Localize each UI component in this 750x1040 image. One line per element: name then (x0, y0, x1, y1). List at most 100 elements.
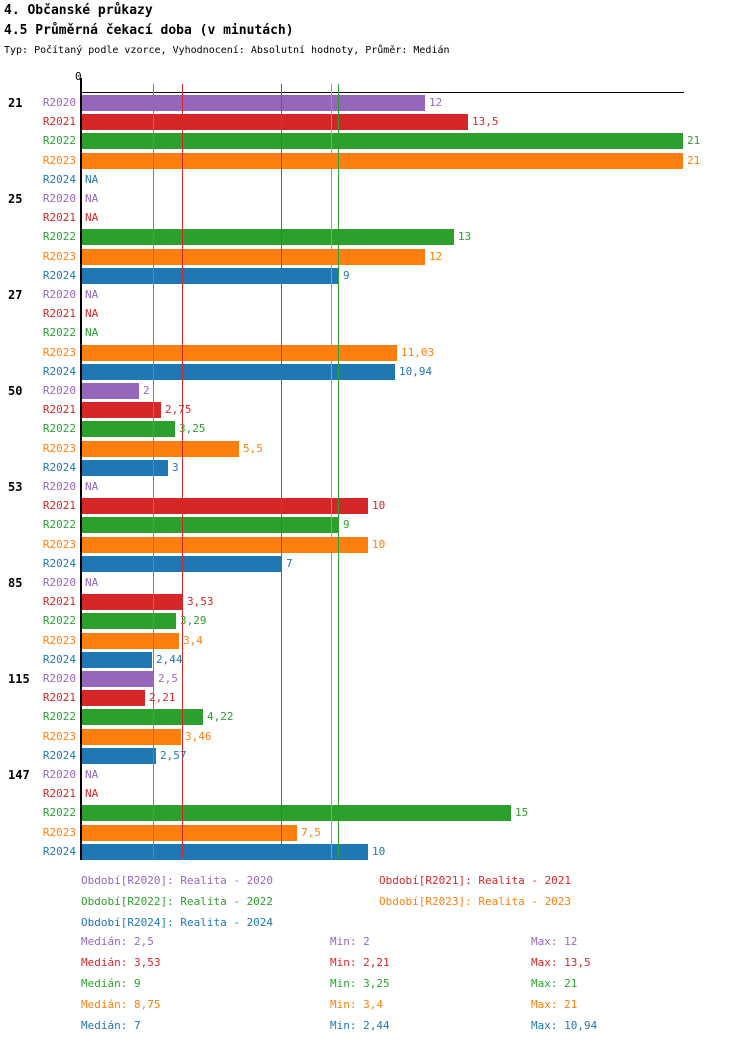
na-label: NA (85, 768, 99, 781)
bar-r2022 (82, 517, 339, 533)
year-label-r2023: R2023 (42, 250, 76, 263)
bar-value-label: 9 (343, 518, 350, 531)
bar-value-label: 13 (458, 230, 472, 243)
year-label-r2021: R2021 (42, 115, 76, 128)
bar-r2020 (82, 671, 154, 687)
year-label-r2020: R2020 (42, 672, 76, 685)
bar-value-label: 15 (515, 806, 529, 819)
bar-value-label: 3,29 (180, 614, 207, 627)
year-label-r2020: R2020 (42, 288, 76, 301)
year-label-r2022: R2022 (42, 326, 76, 339)
bar-r2024 (82, 268, 339, 284)
stat-median-r2024: Medián: 7 (81, 1019, 141, 1032)
bar-value-label: 10 (372, 499, 386, 512)
legend-item-r2024: Období[R2024]: Realita - 2024 (81, 916, 274, 929)
stat-max-r2024: Max: 10,94 (531, 1019, 598, 1032)
na-label: NA (85, 307, 99, 320)
bar-value-label: 10 (372, 845, 386, 858)
bar-value-label: 11,03 (401, 346, 435, 359)
x-axis-line (81, 92, 684, 93)
bar-r2023 (82, 249, 425, 265)
year-label-r2023: R2023 (42, 826, 76, 839)
bar-value-label: 5,5 (243, 442, 263, 455)
stat-max-r2022: Max: 21 (531, 977, 578, 990)
bar-r2023 (82, 345, 397, 361)
year-label-r2024: R2024 (42, 461, 76, 474)
stat-min-r2023: Min: 3,4 (330, 998, 383, 1011)
year-label-r2020: R2020 (42, 384, 76, 397)
legend-item-r2021: Období[R2021]: Realita - 2021 (379, 874, 572, 887)
year-label-r2022: R2022 (42, 422, 76, 435)
bar-r2024 (82, 364, 395, 380)
bar-value-label: 2,5 (158, 672, 178, 685)
median-line-r2020 (153, 84, 154, 858)
group-label: 115 (8, 672, 30, 686)
bar-r2020 (82, 95, 425, 111)
bar-value-label: 2,75 (165, 403, 192, 416)
chart-title: 4.5 Průměrná čekací doba (v minutách) (4, 23, 294, 38)
bar-value-label: 9 (343, 269, 350, 282)
year-label-r2021: R2021 (42, 307, 76, 320)
bar-value-label: 3,25 (179, 422, 206, 435)
year-label-r2020: R2020 (42, 576, 76, 589)
bar-value-label: 4,22 (207, 710, 234, 723)
year-label-r2021: R2021 (42, 691, 76, 704)
bar-r2021 (82, 690, 145, 706)
bar-r2024 (82, 844, 368, 860)
year-label-r2020: R2020 (42, 96, 76, 109)
year-label-r2021: R2021 (42, 499, 76, 512)
group-label: 27 (8, 288, 23, 302)
median-line-r2021 (182, 84, 183, 858)
bar-value-label: 3,53 (187, 595, 214, 608)
na-label: NA (85, 173, 99, 186)
bar-value-label: 7,5 (301, 826, 321, 839)
year-label-r2023: R2023 (42, 538, 76, 551)
year-label-r2020: R2020 (42, 480, 76, 493)
bar-r2021 (82, 498, 368, 514)
year-label-r2022: R2022 (42, 710, 76, 723)
stat-max-r2023: Max: 21 (531, 998, 578, 1011)
na-label: NA (85, 288, 99, 301)
na-label: NA (85, 326, 99, 339)
year-label-r2020: R2020 (42, 192, 76, 205)
year-label-r2023: R2023 (42, 442, 76, 455)
bar-r2023 (82, 537, 368, 553)
year-label-r2023: R2023 (42, 634, 76, 647)
median-line-r2024 (281, 84, 282, 858)
year-label-r2024: R2024 (42, 173, 76, 186)
year-label-r2024: R2024 (42, 269, 76, 282)
legend-item-r2023: Období[R2023]: Realita - 2023 (379, 895, 572, 908)
bar-r2022 (82, 133, 683, 149)
stat-min-r2022: Min: 3,25 (330, 977, 390, 990)
year-label-r2024: R2024 (42, 653, 76, 666)
report-title: 4. Občanské průkazy (4, 3, 153, 18)
na-label: NA (85, 192, 99, 205)
year-label-r2024: R2024 (42, 365, 76, 378)
axis-zero-label: 0 (75, 70, 82, 83)
bar-r2022 (82, 709, 203, 725)
bar-r2021 (82, 594, 183, 610)
bar-value-label: 3,46 (185, 730, 212, 743)
bar-r2024 (82, 652, 152, 668)
year-label-r2024: R2024 (42, 845, 76, 858)
bar-r2020 (82, 383, 139, 399)
stat-median-r2022: Medián: 9 (81, 977, 141, 990)
stat-max-r2020: Max: 12 (531, 935, 578, 948)
bar-value-label: 21 (687, 154, 701, 167)
bar-r2022 (82, 613, 176, 629)
bar-r2022 (82, 229, 454, 245)
bar-value-label: 2 (143, 384, 150, 397)
bar-value-label: 13,5 (472, 115, 499, 128)
bar-value-label: 2,57 (160, 749, 187, 762)
year-label-r2024: R2024 (42, 557, 76, 570)
na-label: NA (85, 576, 99, 589)
legend-item-r2020: Období[R2020]: Realita - 2020 (81, 874, 274, 887)
chart-area: 0 21 R2020 12 R2021 13,5 R2022 21 R2023 21 R2024 N… (8, 70, 701, 860)
year-label-r2021: R2021 (42, 787, 76, 800)
bar-r2023 (82, 825, 297, 841)
bar-value-label: 12 (429, 250, 443, 263)
year-label-r2024: R2024 (42, 749, 76, 762)
year-label-r2021: R2021 (42, 595, 76, 608)
y-axis-line (80, 78, 82, 860)
